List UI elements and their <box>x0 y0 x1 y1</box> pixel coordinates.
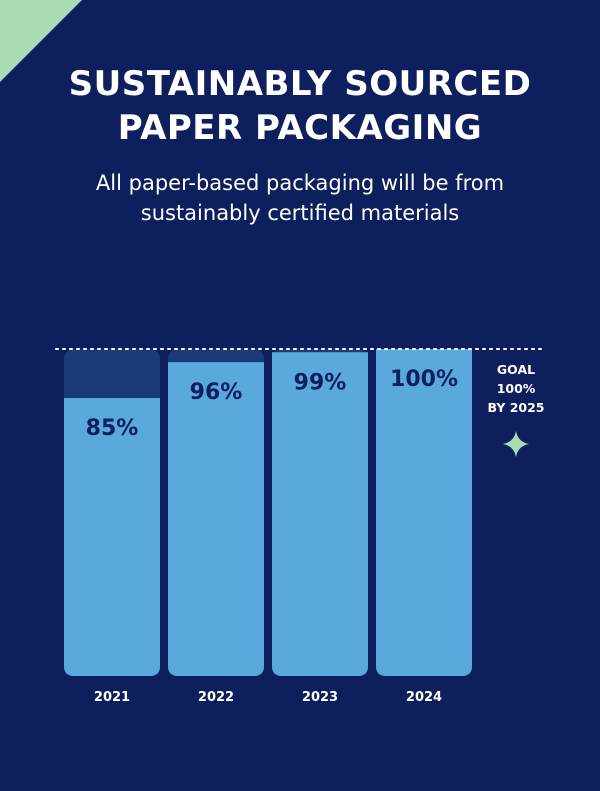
bar-2024 <box>376 349 472 676</box>
title-line-2: PAPER PACKAGING <box>117 108 483 148</box>
goal-label-line-1: GOAL <box>497 362 535 377</box>
x-tick-2023: 2023 <box>302 690 338 705</box>
bar-2022 <box>168 362 264 676</box>
bar-2023 <box>272 352 368 676</box>
page-title: SUSTAINABLY SOURCED PAPER PACKAGING <box>0 62 600 150</box>
sparkle-icon <box>503 431 529 457</box>
subtitle-line-1: All paper-based packaging will be from <box>95 171 505 195</box>
subtitle-line-2: sustainably certified materials <box>140 201 460 225</box>
x-tick-2021: 2021 <box>94 690 130 705</box>
value-label-2023: 99% <box>294 370 347 395</box>
value-label-2022: 96% <box>190 380 243 405</box>
corner-accent <box>0 0 82 82</box>
x-tick-2022: 2022 <box>198 690 234 705</box>
page-subtitle: All paper-based packaging will be from s… <box>40 168 560 228</box>
goal-label-line-3: BY 2025 <box>487 400 544 415</box>
title-line-1: SUSTAINABLY SOURCED <box>68 64 532 104</box>
goal-label-line-2: 100% <box>497 381 536 396</box>
value-label-2021: 85% <box>86 416 139 441</box>
value-label-2024: 100% <box>390 367 458 392</box>
bar-2021 <box>64 398 160 676</box>
x-tick-2024: 2024 <box>406 690 442 705</box>
